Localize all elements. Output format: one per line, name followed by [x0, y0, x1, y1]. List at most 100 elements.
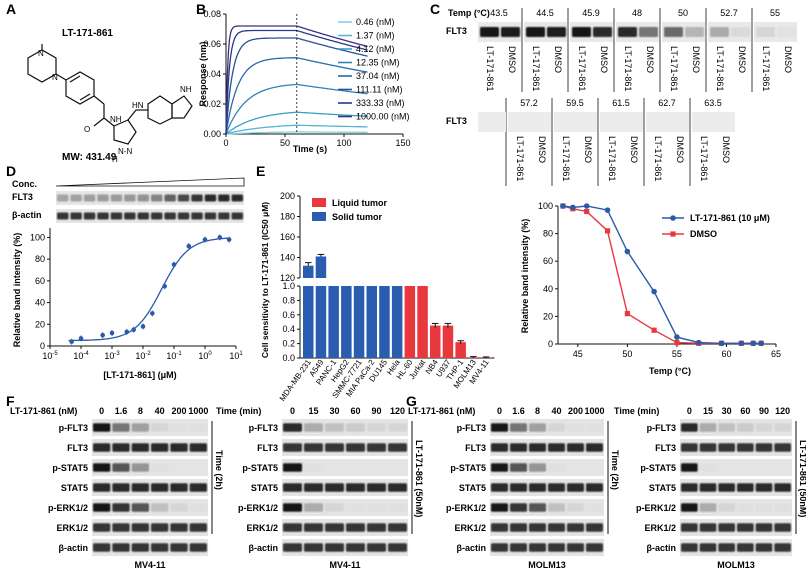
d-x-tick-label: 101	[229, 351, 243, 361]
d-data-point	[78, 336, 84, 341]
f-band	[93, 423, 111, 432]
cc-x-tick-label: 50	[622, 349, 632, 359]
f-band	[367, 423, 386, 432]
c-temp-label: 43.5	[490, 8, 508, 18]
b-series-line	[225, 111, 368, 135]
panel-label-d: D	[6, 163, 16, 179]
g-row-label: p-STAT5	[640, 463, 676, 473]
e-y-tick-label: 160	[280, 232, 295, 242]
d-data-point	[217, 235, 223, 240]
cc-legend-marker	[670, 215, 676, 221]
d-conc-wedge	[55, 177, 245, 187]
f-band	[151, 503, 169, 512]
f-band	[131, 523, 149, 532]
g-row-label: ERK1/2	[454, 523, 486, 533]
g-band	[491, 543, 508, 552]
c-blot-strip	[554, 112, 597, 132]
g-band	[699, 463, 717, 472]
panel-label-f: F	[6, 393, 15, 409]
c-blot-strip	[600, 112, 643, 132]
f-band	[346, 443, 365, 452]
g-band	[681, 503, 698, 512]
c-band	[501, 27, 520, 37]
cc-x-tick-label: 60	[721, 349, 731, 359]
g-cell-line-left: MOLM13	[528, 560, 566, 570]
f-row-label: p-FLT3	[59, 423, 88, 433]
cc-legend-label: DMSO	[690, 229, 717, 239]
d-y-tick-label: 0	[40, 341, 45, 351]
g-band	[567, 423, 584, 432]
g-band	[548, 483, 565, 492]
g-side-label-left: Time (2h)	[610, 450, 620, 490]
c-lane-label: DMSO	[691, 46, 701, 73]
f-band	[304, 463, 323, 472]
f-band	[93, 443, 111, 452]
g-band	[567, 503, 584, 512]
f-band	[93, 483, 111, 492]
b-series-line	[225, 83, 368, 135]
d-band-flt3	[204, 194, 217, 202]
f-band	[388, 503, 407, 512]
c-row-label-bottom: FLT3	[446, 116, 467, 126]
c-lane-label: DMSO	[599, 46, 609, 73]
c-row-label-top: FLT3	[446, 26, 467, 36]
chart-b-sensorgram: 0 50 100 150 0.00 0.02 0.04 0.06 0.08 Time (s) R…	[198, 9, 411, 154]
cc-data-point	[695, 339, 702, 346]
cc-series-line	[562, 205, 762, 344]
g-row-label: p-ERK1/2	[446, 503, 486, 513]
f-band	[346, 423, 365, 432]
c-band	[572, 27, 591, 37]
c-temp-label: 59.5	[566, 98, 584, 108]
b-y-tick-label: 0.08	[203, 9, 221, 19]
e-bar	[315, 286, 327, 358]
cc-data-point	[718, 340, 725, 347]
f-band	[189, 483, 207, 492]
cc-data-point	[738, 340, 745, 347]
g-band	[567, 523, 584, 532]
cc-data-point	[651, 327, 657, 333]
g-band	[548, 443, 565, 452]
d-x-tick-label: 10-3	[104, 351, 120, 361]
d-x-tick-label: 10-5	[42, 351, 58, 361]
f-band	[346, 523, 365, 532]
g-band	[491, 423, 508, 432]
f-band	[93, 523, 111, 532]
cc-y-tick-label: 40	[543, 284, 553, 294]
c-blot-strip	[508, 112, 551, 132]
g-band	[510, 483, 527, 492]
f-band	[131, 423, 149, 432]
f-band	[151, 523, 169, 532]
g-band	[510, 503, 527, 512]
g-band	[718, 423, 735, 432]
d-band-flt3	[177, 194, 190, 202]
cc-y-tick-label: 0	[548, 339, 553, 349]
g-band	[529, 503, 546, 512]
g-row-label: FLT3	[655, 443, 676, 453]
e-y-tick-label: 180	[280, 212, 295, 222]
f-side-label-right: LT-171-861 (50nM)	[414, 440, 424, 517]
g-band	[491, 483, 508, 492]
b-legend-label: 37.04 (nM)	[356, 71, 400, 81]
d-y-tick-label: 60	[35, 276, 45, 286]
f-time-label: 60	[350, 406, 360, 416]
cc-data-point	[583, 203, 590, 209]
e-y-tick-label: 0.2	[282, 339, 295, 349]
e-bar	[417, 286, 428, 358]
g-band	[529, 443, 546, 452]
d-band-actin	[83, 212, 96, 220]
d-x-tick-label: 10-4	[73, 351, 89, 361]
c-lane-label: DMSO	[629, 136, 639, 163]
d-y-label: Relative band intensity (%)	[12, 233, 22, 348]
g-conc-label: 8	[535, 406, 540, 416]
blot-c-cetsa: Temp (°C) FLT3 43.5 LT-171-861 DMSO 44.5 LT-…	[446, 8, 797, 186]
e-bar	[404, 286, 416, 358]
f-row-label: ERK1/2	[56, 523, 88, 533]
g-band	[755, 503, 773, 512]
g-row-label: p-FLT3	[457, 423, 486, 433]
f-band	[189, 523, 207, 532]
c-lane-label: DMSO	[783, 46, 793, 73]
e-bar	[455, 342, 466, 358]
e-y-tick-label: 1.0	[282, 281, 295, 291]
f-cell-line-right: MV4-11	[329, 560, 360, 570]
